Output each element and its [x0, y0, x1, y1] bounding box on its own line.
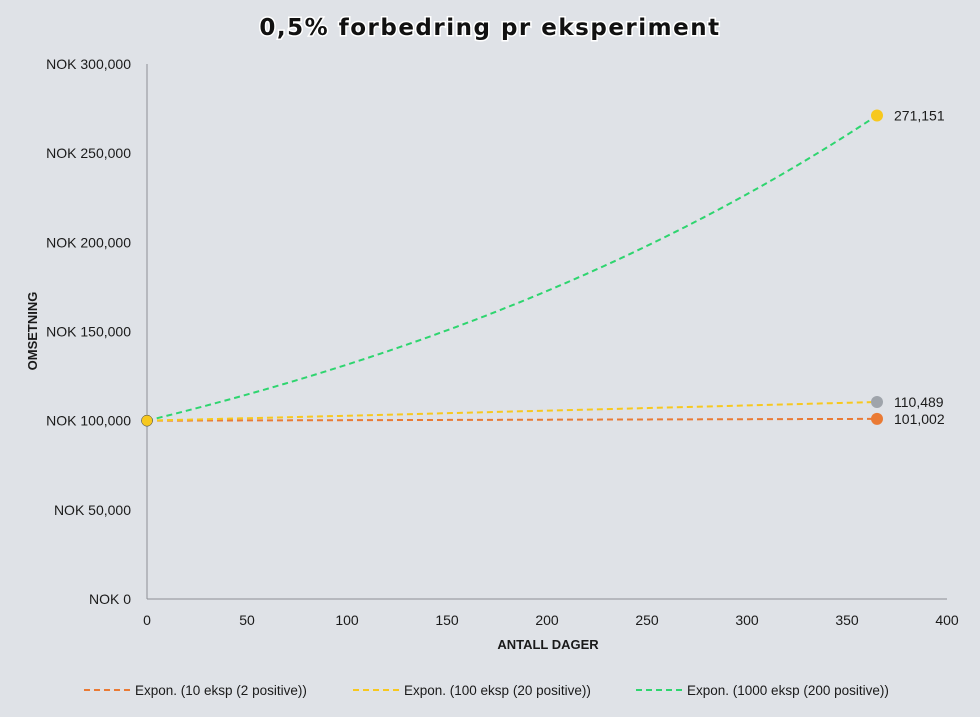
x-tick-label: 150	[435, 612, 459, 628]
y-tick-label: NOK 250,000	[46, 145, 131, 161]
series-line-3	[146, 114, 878, 422]
legend: Expon. (10 eksp (2 positive)) Expon. (100…	[84, 683, 889, 698]
x-tick-label: 50	[239, 612, 255, 628]
y-tick-label: NOK 200,000	[46, 234, 131, 250]
x-tick-label: 0	[143, 612, 151, 628]
legend-label-1: Expon. (10 eksp (2 positive))	[135, 683, 307, 698]
end-point-1	[871, 412, 883, 425]
y-axis-ticks: NOK 0 NOK 50,000 NOK 100,000 NOK 150,000 NOK…	[46, 56, 131, 607]
x-axis-ticks: 0 50 100 150 200 250 300 350 400	[143, 612, 959, 628]
data-label-2: 110,489	[894, 394, 944, 410]
y-tick-label: NOK 300,000	[46, 56, 131, 72]
axes	[146, 64, 947, 600]
chart-title: 0,5% forbedring pr eksperiment	[259, 15, 720, 41]
x-tick-label: 200	[535, 612, 559, 628]
series-line-1	[146, 417, 878, 422]
x-tick-label: 100	[335, 612, 359, 628]
x-tick-label: 400	[935, 612, 959, 628]
x-tick-label: 350	[835, 612, 859, 628]
end-point-2	[871, 395, 883, 408]
series-group	[141, 109, 883, 427]
data-label-1: 101,002	[894, 411, 945, 427]
y-tick-label: NOK 0	[89, 591, 131, 607]
y-tick-label: NOK 50,000	[54, 502, 131, 518]
series-line-2	[146, 400, 878, 422]
y-tick-label: NOK 100,000	[46, 413, 131, 429]
legend-label-2: Expon. (100 eksp (20 positive))	[404, 683, 591, 698]
end-point-3	[871, 109, 883, 122]
legend-label-3: Expon. (1000 eksp (200 positive))	[687, 683, 889, 698]
y-tick-label: NOK 150,000	[46, 324, 131, 340]
x-tick-label: 250	[635, 612, 659, 628]
start-point-3	[141, 414, 153, 427]
x-tick-label: 300	[735, 612, 759, 628]
y-axis-title: OMSETNING	[25, 292, 40, 371]
data-label-3: 271,151	[894, 107, 945, 123]
x-axis-title: ANTALL DAGER	[497, 637, 599, 652]
